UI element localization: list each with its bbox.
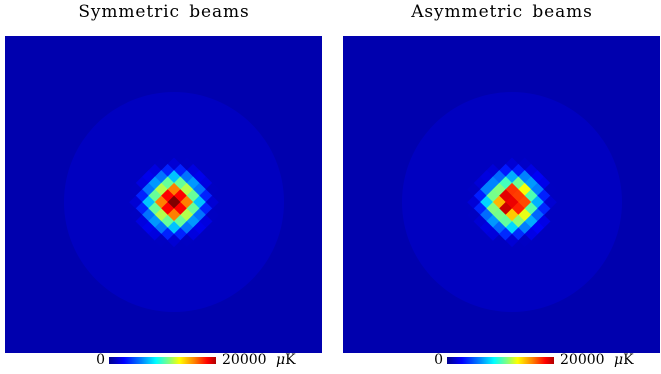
colorbar-min-label: 0	[434, 352, 443, 368]
unit-symbol: μ	[614, 352, 624, 368]
heatmap-cell	[167, 233, 181, 248]
panel-title: Symmetric beams	[78, 2, 250, 22]
colorbar-gradient	[447, 357, 554, 364]
heatmap-plot	[5, 36, 322, 353]
colorbar-max-label: 20000	[560, 352, 605, 368]
heatmap-plot	[343, 36, 660, 353]
colorbar: 0 20000 μK	[343, 351, 661, 371]
symmetric-beams-panel: Symmetric beams 0 20000 μK	[5, 0, 323, 374]
asymmetric-beams-panel: Asymmetric beams 0 20000 μK	[343, 0, 661, 374]
colorbar-unit-label: μK	[614, 351, 634, 369]
colorbar-gradient	[109, 357, 216, 364]
panel-title: Asymmetric beams	[411, 2, 593, 22]
colorbar-min-label: 0	[96, 352, 105, 368]
colorbar-max-label: 20000	[222, 352, 267, 368]
unit-symbol: μ	[276, 352, 286, 368]
heatmap-cell	[486, 227, 500, 241]
unit-letter: K	[285, 352, 296, 368]
unit-letter: K	[623, 352, 634, 368]
colorbar: 0 20000 μK	[5, 351, 323, 371]
colorbar-unit-label: μK	[276, 351, 296, 369]
heatmap-cells	[467, 157, 557, 248]
